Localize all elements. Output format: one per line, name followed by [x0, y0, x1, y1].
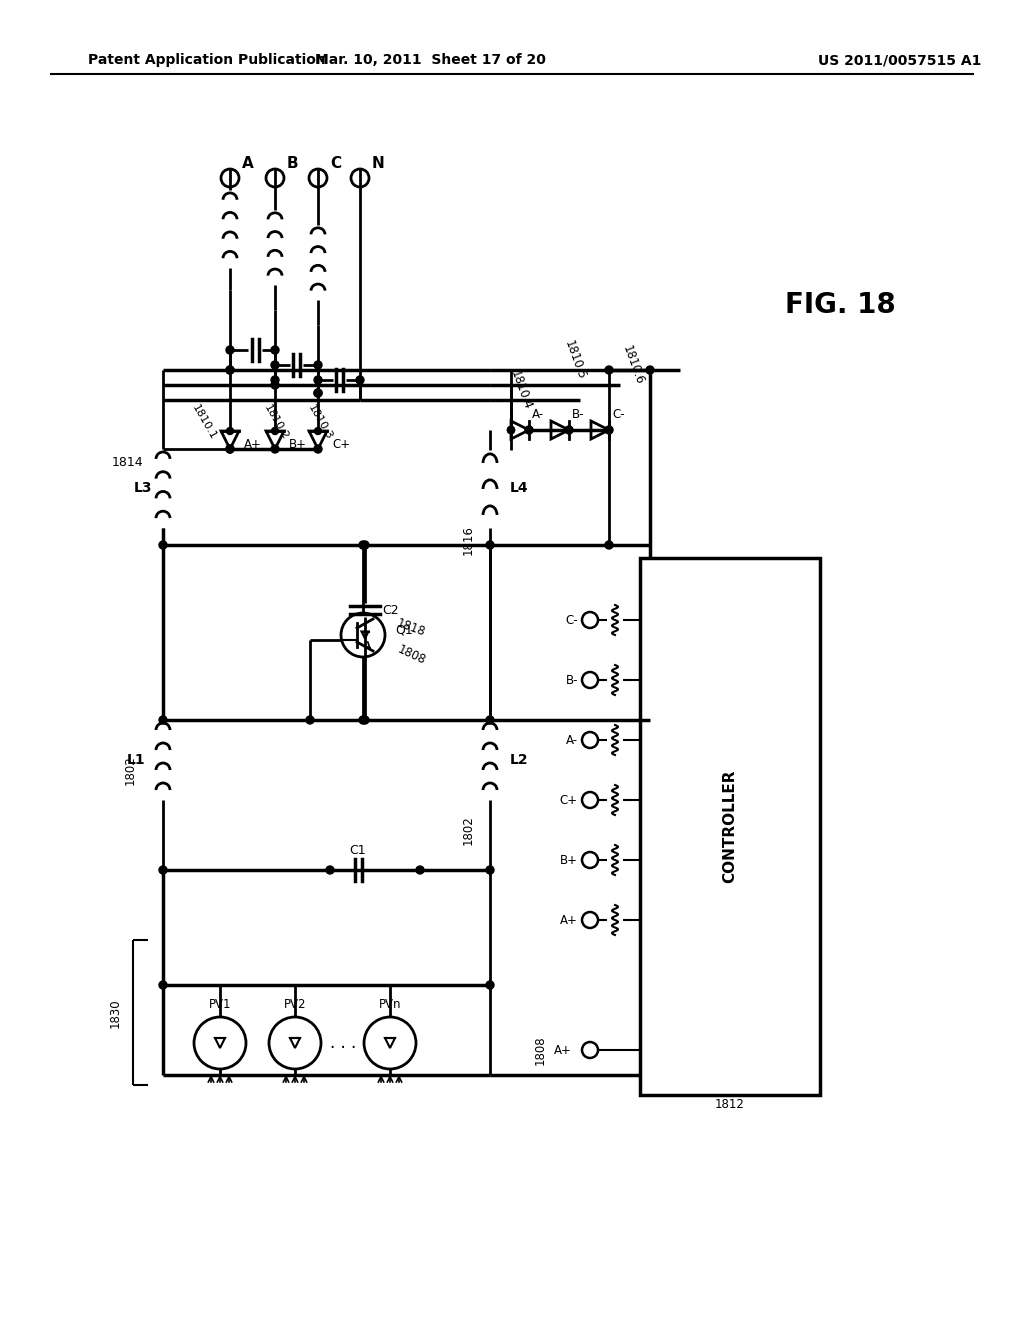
Circle shape	[314, 360, 322, 370]
Text: 1814: 1814	[112, 455, 143, 469]
Circle shape	[271, 360, 279, 370]
Text: 1818: 1818	[395, 616, 427, 639]
Text: 1816: 1816	[462, 525, 475, 554]
Text: 1810.3: 1810.3	[306, 403, 334, 441]
Circle shape	[159, 541, 167, 549]
Circle shape	[605, 366, 613, 374]
Text: A-: A-	[566, 734, 578, 747]
Circle shape	[271, 445, 279, 453]
Circle shape	[314, 428, 322, 434]
Text: L1: L1	[126, 752, 145, 767]
Circle shape	[226, 445, 234, 453]
Circle shape	[306, 715, 314, 723]
Circle shape	[605, 426, 613, 434]
Circle shape	[314, 376, 322, 384]
Circle shape	[486, 541, 494, 549]
Circle shape	[226, 445, 234, 453]
Circle shape	[271, 428, 279, 434]
Circle shape	[159, 981, 167, 989]
Circle shape	[226, 366, 234, 374]
Text: 1810.5: 1810.5	[562, 338, 588, 381]
Circle shape	[226, 346, 234, 354]
Circle shape	[565, 426, 573, 434]
Text: C+: C+	[332, 437, 350, 450]
Circle shape	[361, 541, 369, 549]
Circle shape	[271, 346, 279, 354]
Bar	[640, 558, 820, 1096]
Text: A+: A+	[244, 437, 262, 450]
Text: 1810.6: 1810.6	[620, 343, 646, 387]
Text: 1830: 1830	[109, 998, 122, 1028]
Text: PVn: PVn	[379, 998, 401, 1011]
Circle shape	[271, 381, 279, 389]
Circle shape	[565, 426, 572, 433]
Text: . . .: . . .	[330, 1034, 356, 1052]
Circle shape	[159, 866, 167, 874]
Text: A+: A+	[554, 1044, 572, 1056]
Circle shape	[646, 366, 654, 374]
Text: B: B	[287, 156, 299, 170]
Circle shape	[605, 426, 612, 433]
Text: PV1: PV1	[209, 998, 231, 1011]
Text: C2: C2	[382, 603, 398, 616]
Text: Mar. 10, 2011  Sheet 17 of 20: Mar. 10, 2011 Sheet 17 of 20	[314, 53, 546, 67]
Text: 1812: 1812	[715, 1098, 744, 1111]
Text: C-: C-	[565, 614, 578, 627]
Text: L3: L3	[134, 480, 153, 495]
Circle shape	[314, 445, 322, 453]
Circle shape	[508, 426, 514, 433]
Text: L4: L4	[510, 480, 528, 495]
Circle shape	[508, 426, 514, 433]
Circle shape	[416, 866, 424, 874]
Circle shape	[356, 376, 364, 384]
Text: 1808: 1808	[534, 1035, 547, 1065]
Text: 1810.4: 1810.4	[508, 368, 535, 412]
Circle shape	[525, 426, 532, 433]
Text: 1810.2: 1810.2	[262, 403, 290, 441]
Circle shape	[486, 981, 494, 989]
Text: FIG. 18: FIG. 18	[784, 290, 895, 319]
Text: PV2: PV2	[284, 998, 306, 1011]
Text: L2: L2	[510, 752, 528, 767]
Text: A: A	[242, 156, 254, 170]
Text: B-: B-	[565, 673, 578, 686]
Text: C: C	[330, 156, 341, 170]
Circle shape	[508, 426, 514, 433]
Text: C-: C-	[612, 408, 625, 421]
Text: B-: B-	[572, 408, 585, 421]
Text: B+: B+	[560, 854, 578, 866]
Circle shape	[359, 715, 367, 723]
Text: Patent Application Publication: Patent Application Publication	[88, 53, 326, 67]
Circle shape	[314, 389, 322, 397]
Circle shape	[525, 426, 534, 434]
Circle shape	[314, 389, 322, 397]
Text: N: N	[372, 156, 385, 170]
Text: US 2011/0057515 A1: US 2011/0057515 A1	[818, 53, 982, 67]
Circle shape	[226, 428, 233, 434]
Text: C+: C+	[560, 793, 578, 807]
Text: A+: A+	[560, 913, 578, 927]
Circle shape	[486, 715, 494, 723]
Circle shape	[159, 715, 167, 723]
Text: A-: A-	[532, 408, 544, 421]
Text: 1802: 1802	[462, 816, 475, 845]
Circle shape	[271, 376, 279, 384]
Circle shape	[486, 866, 494, 874]
Text: 1810.1: 1810.1	[190, 403, 218, 441]
Text: Q1: Q1	[395, 623, 413, 636]
Circle shape	[226, 366, 234, 374]
Circle shape	[359, 541, 367, 549]
Text: 1802: 1802	[124, 755, 136, 785]
Circle shape	[605, 541, 613, 549]
Text: C1: C1	[349, 843, 367, 857]
Text: CONTROLLER: CONTROLLER	[723, 770, 737, 883]
Circle shape	[326, 866, 334, 874]
Circle shape	[361, 715, 369, 723]
Text: B+: B+	[289, 437, 307, 450]
Text: 1808: 1808	[395, 643, 427, 667]
